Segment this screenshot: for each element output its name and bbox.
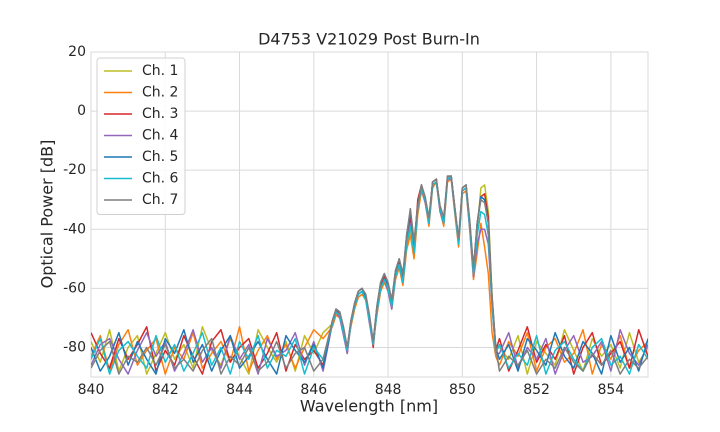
x-tick-label: 842: [152, 382, 179, 398]
x-tick-label: 844: [226, 382, 253, 398]
legend-label: Ch. 1: [142, 63, 178, 79]
y-tick-label: 0: [77, 103, 86, 119]
legend-label: Ch. 2: [142, 85, 178, 101]
x-tick-label: 852: [523, 382, 550, 398]
legend-label: Ch. 6: [142, 171, 179, 187]
legend-label: Ch. 4: [142, 128, 179, 144]
legend-box: [96, 57, 186, 215]
y-axis-label: Optical Power [dB]: [38, 140, 57, 289]
legend: Ch. 1 Ch. 2 Ch. 3 Ch. 4 Ch. 5 Ch. 6 Ch. 7: [96, 57, 186, 215]
x-tick-label: 854: [597, 382, 624, 398]
chart-title: D4753 V21029 Post Burn-In: [258, 30, 480, 49]
x-tick-label: 850: [449, 382, 476, 398]
x-tick-label: 848: [375, 382, 402, 398]
series-line: [91, 175, 648, 375]
lines: [91, 175, 648, 375]
y-tick-label: -60: [63, 280, 86, 296]
legend-label: Ch. 5: [142, 149, 178, 165]
y-tick-label: 20: [68, 44, 86, 60]
legend-label: Ch. 7: [142, 192, 178, 208]
x-axis-label: Wavelength [nm]: [300, 397, 438, 416]
legend-label: Ch. 3: [142, 106, 178, 122]
y-tick-label: -20: [63, 162, 86, 178]
y-tick-label: -40: [63, 221, 86, 237]
y-tick-label: -80: [63, 339, 86, 355]
x-tick-label: 840: [78, 382, 105, 398]
x-tick-label: 846: [300, 382, 327, 398]
